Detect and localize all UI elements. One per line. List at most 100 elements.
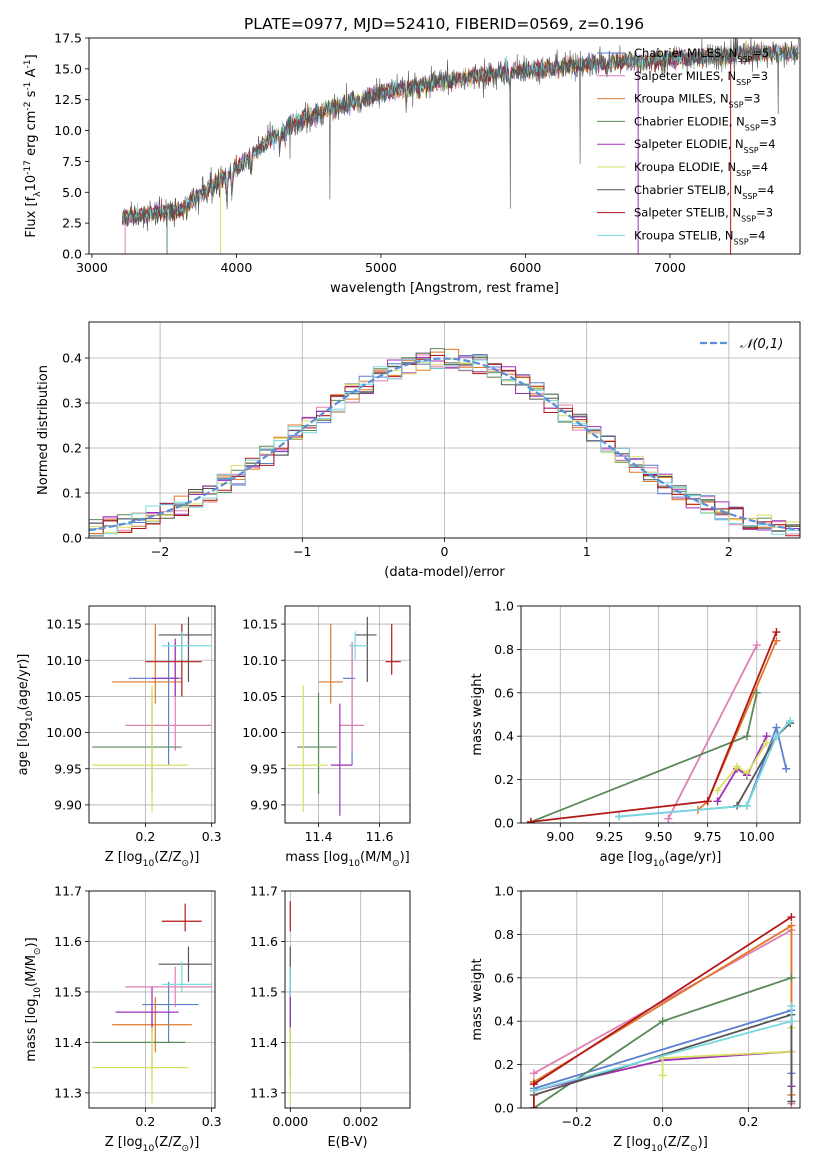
legend-label-se: Salpeter ELODIE, NSSP=4 (634, 137, 776, 155)
y-axis-label: mass [log10(M/M⊙)] (24, 937, 43, 1061)
y-tick-label: 10.00 (46, 725, 82, 740)
weight-marker-cm (782, 764, 791, 773)
x-tick-label: 0.3 (202, 1114, 222, 1129)
y-axis-label: mass weight (470, 958, 485, 1040)
x-axis-label: Z [log10(Z/Z⊙)] (105, 850, 200, 869)
x-tick-label: 9.00 (546, 829, 574, 844)
weight-series-ks (529, 1002, 796, 1095)
errorbar-km (112, 624, 182, 704)
x-tick-label: 0.3 (202, 829, 222, 844)
x-tick-label: 0.000 (272, 1114, 308, 1129)
y-axis-label: Normed distribution (36, 365, 51, 495)
errorbar-se (115, 986, 179, 1033)
figure-title: PLATE=0977, MJD=52410, FIBERID=0569, z=0… (244, 15, 644, 33)
x-tick-label: 6000 (510, 260, 542, 275)
plot-area-weight_vs_age (521, 606, 800, 823)
errorbar-ks (161, 631, 212, 661)
errorbar-sm (339, 642, 365, 751)
axes-frame (88, 321, 801, 539)
y-tick-label: 11.5 (54, 984, 82, 999)
weight-marker-ke (733, 762, 742, 771)
plot-area-spectrum (121, 38, 799, 254)
x-tick-label: 0.0 (653, 1114, 673, 1129)
y-tick-label: 10.10 (46, 653, 82, 668)
weight-marker-ks (742, 801, 751, 810)
y-axis-label: age [log10(age/yr)] (16, 654, 35, 776)
weight-marker-sm (752, 641, 761, 650)
y-tick-label: 0.2 (494, 1057, 514, 1072)
axes-frame (88, 37, 801, 255)
errorbar-se (330, 703, 353, 816)
axes-mass_vs_ebv: 0.000 0.002 11.3 11.4 11.5 11.6 11.7 E(B-V) (250, 884, 411, 1150)
legend-label-ke: Kroupa ELODIE, NSSP=4 (634, 160, 768, 178)
weight-series-sm (664, 641, 761, 823)
errorbar-ss (385, 624, 401, 675)
axes-frame (284, 890, 411, 1109)
x-axis-label: age [log10(age/yr)] (600, 850, 722, 869)
histogram-ss (89, 354, 800, 537)
x-axis-label: (data-model)/error (384, 565, 505, 580)
x-axis-label: Z [log10(Z/Z⊙)] (613, 1135, 708, 1154)
y-tick-label: 17.5 (54, 31, 82, 46)
x-tick-label: 2 (725, 544, 733, 559)
errorbar-cs (355, 616, 377, 682)
x-tick-label: 11.6 (366, 829, 394, 844)
weight-marker-ke (762, 738, 771, 747)
plot-area-weight_vs_Z (521, 891, 800, 1108)
y-tick-label: 11.6 (250, 934, 278, 949)
x-tick-label: 0.002 (343, 1114, 379, 1129)
y-tick-label: 0.8 (494, 927, 514, 942)
axes-frame (284, 605, 411, 824)
errorbar-ks (161, 961, 212, 992)
y-tick-label: 5.0 (62, 185, 82, 200)
weight-marker-ks (772, 732, 781, 741)
legend-label-cs: Chabrier STELIB, NSSP=4 (634, 183, 774, 201)
weight-marker-ks (615, 812, 624, 821)
legend-label-ss: Salpeter STELIB, NSSP=3 (634, 206, 773, 224)
y-tick-label: 11.3 (54, 1085, 82, 1100)
axes-frame (520, 890, 801, 1109)
weight-marker-ss (526, 817, 535, 823)
y-tick-label: 0.2 (494, 772, 514, 787)
x-tick-label: 0.2 (739, 1114, 759, 1129)
y-tick-label: 2.5 (62, 216, 82, 231)
weight-marker-ce (658, 1017, 667, 1026)
y-tick-label: 11.5 (250, 984, 278, 999)
x-axis-label: wavelength [Angstrom, rest frame] (330, 281, 559, 296)
x-tick-label: 9.50 (645, 829, 673, 844)
y-tick-label: 0.1 (62, 486, 82, 501)
axes-mass_vs_Z: 0.2 0.3 11.3 11.4 11.5 11.6 11.7 Z [log10(Z/Z⊙)… (24, 884, 222, 1155)
y-tick-label: 0.4 (62, 351, 82, 366)
legend-label-km: Kroupa MILES, NSSP=3 (634, 92, 760, 110)
axes-age_vs_Z: 0.2 0.3 9.90 9.95 10.00 10.05 10.10 10.15 Z [log… (16, 605, 222, 869)
y-tick-label: 0.6 (494, 970, 514, 985)
axes-weight_vs_age: 9.00 9.25 9.50 9.75 10.00 0.0 0.2 0.4 0.6 0.8 1.0 a… (470, 599, 801, 869)
legend-label-sm: Salpeter MILES, NSSP=3 (634, 69, 768, 87)
y-tick-label: 12.5 (54, 92, 82, 107)
x-tick-label: 7000 (654, 260, 686, 275)
plot-area-age_vs_Z (89, 606, 215, 823)
y-tick-label: 11.4 (54, 1035, 82, 1050)
y-tick-label: 1.0 (494, 599, 514, 614)
y-tick-label: 9.95 (54, 761, 82, 776)
x-tick-label: 4000 (220, 260, 252, 275)
normal-reference-curve (89, 357, 800, 532)
errorbar-ks (349, 631, 368, 661)
x-tick-label: 9.75 (694, 829, 722, 844)
spectrum-cs (121, 38, 799, 232)
y-tick-label: 0.2 (62, 441, 82, 456)
y-tick-label: 10.0 (54, 123, 82, 138)
errorbar-sm (125, 966, 212, 1008)
weight-marker-ss (787, 913, 796, 922)
y-tick-label: 15.0 (54, 61, 82, 76)
weight-series-ke (713, 738, 771, 795)
weight-marker-ss (703, 797, 712, 806)
y-tick-label: 0.4 (494, 1014, 514, 1029)
y-tick-label: 11.3 (250, 1085, 278, 1100)
errorbar-km (318, 624, 343, 704)
y-tick-label: 0.0 (494, 1101, 514, 1116)
weight-series-ks (615, 717, 795, 821)
axes-spectrum: 3000 4000 5000 6000 7000 0.0 2.5 5.0 7.5 10.0 12.5… (23, 31, 801, 296)
weight-marker-ss (772, 628, 781, 637)
